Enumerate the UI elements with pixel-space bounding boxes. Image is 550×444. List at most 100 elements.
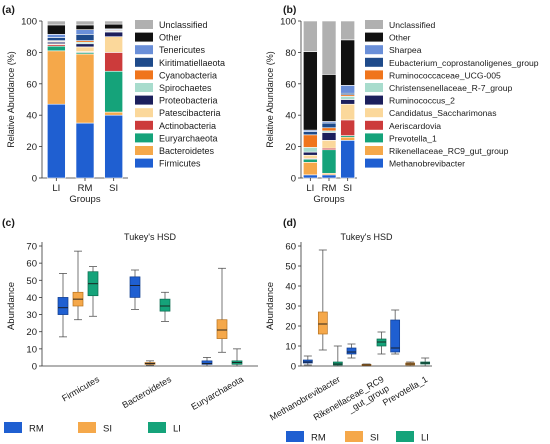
bar-segment: [321, 174, 337, 179]
legend-swatch: [135, 146, 153, 155]
legend: Unclassified Other Tenericutes Kiritimatiel…: [135, 20, 225, 169]
legend-swatch: [365, 133, 383, 143]
x-tick-label: Bacteroidetes: [120, 374, 173, 410]
box-plot-d: Tukey's HSD 0 10 20 30 40 50 60 Abundance Methano…: [265, 232, 432, 423]
bar-segment: [104, 23, 123, 30]
legend-label: Ruminococcus_2: [389, 96, 455, 106]
panel-label: (a): [2, 4, 15, 16]
bar-segment: [47, 20, 66, 26]
legend-label: Tenericutes: [159, 45, 206, 55]
x-tick-label: SI: [109, 183, 118, 194]
legend-swatch: [135, 32, 153, 42]
y-tick-label: 60: [26, 259, 37, 270]
box-li: [420, 357, 431, 367]
x-tick-label-line: Euryarchaeota: [189, 374, 245, 412]
x-tick-label: LI: [306, 183, 314, 194]
group-legend-d: RM SI LI: [286, 431, 429, 444]
bar-segment: [340, 20, 355, 41]
bar-segment: [47, 50, 66, 105]
box-si: [144, 360, 156, 366]
x-tick-label: SI: [343, 183, 352, 194]
bar-segment: [321, 122, 337, 129]
bar-segment: [340, 99, 355, 105]
y-tick-label: 0: [32, 362, 37, 373]
box-si: [361, 363, 372, 367]
bar-segment: [303, 158, 318, 163]
group-legend: RM SI LI: [4, 422, 181, 435]
x-tick-label: LI: [52, 183, 60, 194]
box-body: [302, 359, 313, 364]
legend-label: LI: [421, 433, 429, 444]
legend-label: Ruminococcaceae_UCG-005: [389, 70, 501, 80]
y-tick-label: 0: [291, 362, 296, 373]
y-tick-label: 50: [26, 276, 37, 287]
bar-segment: [47, 37, 66, 41]
bar-segment: [104, 114, 123, 179]
box-body: [332, 361, 343, 366]
legend-label: Euryarchaeota: [159, 133, 218, 143]
legend-swatch: [78, 422, 96, 433]
box-li: [376, 331, 387, 355]
legend-swatch: [365, 146, 383, 155]
y-tick-label: 40: [285, 111, 296, 122]
bar-segment: [303, 162, 318, 176]
box-body: [346, 347, 357, 355]
legend-label: Kiritimatiellaeota: [159, 58, 225, 68]
box-body: [390, 319, 401, 353]
legend-label: Actinobacteria: [159, 121, 216, 131]
bar-segment: [75, 34, 95, 41]
x-tick-label: Euryarchaeota: [189, 374, 245, 412]
stacked-bar-chart-b: 0 20 40 60 80 100 Relative Abundance (%) LI RM SI…: [265, 17, 539, 206]
legend-label: SI: [103, 424, 112, 435]
bar-segment: [75, 53, 95, 124]
legend-label: Other: [159, 33, 182, 43]
legend-swatch: [4, 422, 22, 433]
legend-label: RM: [29, 424, 44, 435]
box-li: [332, 345, 343, 367]
legend-swatch: [286, 431, 304, 442]
x-tick-label-line: Methanobrevibacter: [268, 374, 342, 422]
legend-swatch: [135, 158, 153, 168]
x-tick-label-line: Bacteroidetes: [120, 374, 173, 410]
y-tick-label: 80: [285, 48, 296, 59]
bar-segment: [75, 46, 95, 52]
box-li: [87, 266, 99, 317]
box-body: [216, 319, 228, 339]
box-si: [72, 250, 84, 321]
y-tick-label: 40: [26, 293, 37, 304]
y-tick-label: 20: [26, 327, 37, 338]
legend-label: Firmicutes: [159, 159, 201, 169]
legend-label: Prevotella_1: [389, 133, 437, 143]
legend-swatch: [365, 20, 383, 29]
box-body: [57, 297, 69, 315]
legend-label: Unclassified: [389, 20, 436, 30]
legend-swatch: [135, 133, 153, 143]
x-tick-label: RM: [322, 183, 337, 194]
bar-segment: [340, 140, 355, 179]
bar-segment: [104, 52, 123, 72]
legend-label: Bacteroidetes: [159, 146, 215, 156]
bar-segment: [104, 20, 123, 25]
box-body: [129, 276, 141, 298]
x-tick-label: RM: [78, 183, 93, 194]
bar-segment: [340, 136, 355, 141]
y-tick-label: 10: [285, 342, 296, 353]
y-tick-label: 20: [285, 142, 296, 153]
legend-swatch: [135, 120, 153, 130]
legend-swatch: [345, 431, 363, 442]
panel-label: (d): [283, 217, 296, 229]
box-li: [159, 291, 171, 322]
legend-swatch: [396, 431, 414, 442]
bar-segment: [340, 119, 355, 136]
legend-swatch: [365, 158, 383, 168]
legend-swatch: [135, 45, 153, 55]
x-axis-title: Groups: [313, 194, 344, 205]
legend-swatch: [135, 20, 153, 29]
y-tick-label: 60: [285, 79, 296, 90]
bar-segment: [303, 174, 318, 179]
y-axis-title: Abundance: [265, 282, 276, 330]
bar-segment: [47, 45, 66, 52]
legend-label: Sharpea: [389, 45, 422, 55]
box-body: [159, 298, 171, 312]
legend: Unclassified Other Sharpea Eubacterium_copr…: [365, 20, 539, 169]
